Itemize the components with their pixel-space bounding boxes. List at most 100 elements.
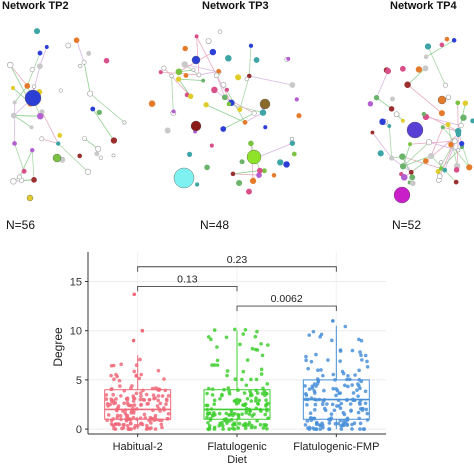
x-tick-label: Diet (227, 454, 247, 466)
network-node (110, 137, 118, 144)
data-point (212, 398, 217, 403)
network-node (423, 158, 429, 164)
data-point (165, 398, 169, 403)
data-point (265, 407, 269, 412)
data-point (131, 406, 135, 411)
network-node (195, 182, 200, 187)
network-node (291, 151, 297, 157)
data-point (224, 417, 228, 422)
network-edge (184, 64, 219, 73)
outlier-point (132, 292, 137, 297)
data-point (323, 408, 328, 413)
network-node (455, 100, 461, 106)
data-point (304, 354, 308, 359)
comparison-bracket (137, 266, 337, 272)
network-node (230, 171, 236, 177)
data-point (205, 403, 210, 408)
data-point (240, 412, 244, 416)
data-point (241, 369, 246, 374)
network-node (404, 81, 411, 88)
data-point (151, 408, 155, 413)
network-node (103, 57, 110, 64)
network-node (191, 68, 196, 72)
data-point (307, 333, 312, 337)
network-node (37, 63, 43, 70)
data-point (138, 416, 143, 420)
network-node (424, 43, 432, 50)
network-node (209, 48, 217, 56)
network-edge (388, 125, 393, 159)
data-point (164, 402, 168, 407)
data-point (312, 382, 317, 386)
data-point (353, 373, 357, 377)
network-edge (407, 84, 443, 114)
data-point (224, 411, 229, 416)
data-point (211, 411, 216, 415)
network-graph-3 (148, 29, 302, 195)
network-node (221, 94, 228, 101)
network-node (454, 127, 462, 135)
data-point (348, 377, 352, 382)
data-point (319, 368, 323, 372)
network-edge (216, 75, 232, 103)
network-node (58, 88, 63, 93)
data-point (327, 421, 332, 425)
network-node (399, 163, 407, 170)
data-point (261, 426, 266, 430)
data-point (149, 426, 153, 430)
network-hub-node (173, 167, 195, 189)
x-tick-label: Habitual-2 (113, 441, 163, 453)
network-node (183, 73, 189, 78)
network-node (423, 54, 429, 60)
data-point (336, 421, 341, 426)
data-point (129, 386, 133, 390)
data-point (346, 373, 350, 378)
data-point (345, 377, 349, 382)
network-node (246, 188, 252, 195)
data-point (111, 363, 116, 368)
data-point (109, 373, 113, 378)
network-hub-node (191, 55, 201, 65)
data-point (121, 409, 125, 413)
data-point (325, 402, 329, 406)
network-edge (430, 127, 444, 157)
network-node (34, 28, 41, 35)
y-tick-label: 5 (76, 375, 82, 387)
network-node (367, 101, 374, 107)
data-point (166, 411, 171, 416)
data-point (207, 424, 212, 428)
data-point (206, 420, 210, 425)
network-node (239, 159, 245, 165)
data-point (114, 397, 118, 401)
data-point (312, 408, 317, 412)
data-point (351, 391, 356, 395)
data-point (117, 422, 121, 427)
jitter-points (104, 292, 370, 431)
network-edge (224, 97, 255, 114)
network-node (57, 133, 63, 138)
data-point (215, 345, 219, 349)
data-point (207, 411, 212, 416)
network-node (439, 42, 445, 48)
data-point (338, 359, 342, 363)
network-edge (423, 113, 459, 132)
data-point (262, 422, 267, 427)
data-point (153, 396, 157, 400)
network-node (296, 113, 302, 119)
data-point (312, 427, 317, 431)
data-point (249, 399, 254, 403)
data-point (226, 386, 231, 390)
comparison-1: 0.13 (137, 273, 238, 292)
data-point (264, 404, 268, 408)
data-point (330, 338, 334, 343)
network-node (409, 180, 416, 187)
data-point (254, 396, 258, 400)
network-node (122, 120, 127, 125)
data-point (209, 407, 214, 411)
data-point (243, 327, 248, 332)
data-point (109, 418, 114, 423)
network-node (451, 138, 458, 145)
data-point (220, 421, 224, 425)
data-point (131, 415, 136, 420)
x-tick-label: Flatulogenic-FMP (293, 441, 379, 453)
